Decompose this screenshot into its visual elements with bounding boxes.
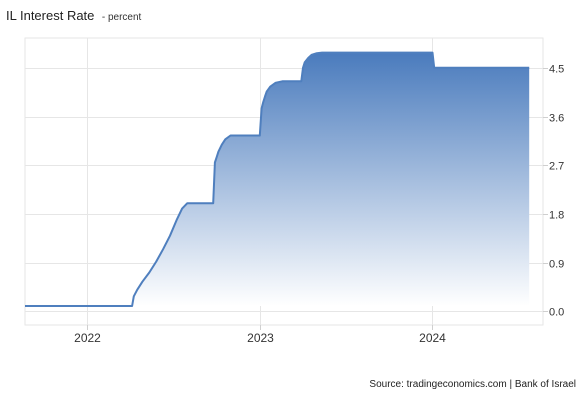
y-tick-label: 4.5 [549, 64, 564, 76]
y-tick-label: 1.8 [549, 210, 564, 222]
area-fill [25, 52, 530, 306]
x-tick-label: 2024 [419, 331, 446, 345]
x-tick-label: 2022 [74, 331, 101, 345]
y-tick-label: 3.6 [549, 113, 564, 125]
plot-frame [24, 37, 544, 326]
y-tick-label: 0.0 [549, 307, 564, 319]
source-note: Source: tradingeconomics.com | Bank of I… [369, 379, 576, 390]
rate-series-line [25, 51, 530, 307]
y-tick-label: 2.7 [549, 161, 564, 173]
chart-subtitle: - percent [101, 12, 142, 23]
chart-title: IL Interest Rate [6, 8, 95, 23]
y-tick-label: 0.9 [549, 259, 564, 271]
x-tick-label: 2023 [247, 331, 274, 345]
axes: 0.0 0.9 1.8 2.7 3.6 4.5 2022 2023 2024 [74, 64, 564, 346]
chart-title-block: IL Interest Rate - percent [6, 7, 141, 25]
